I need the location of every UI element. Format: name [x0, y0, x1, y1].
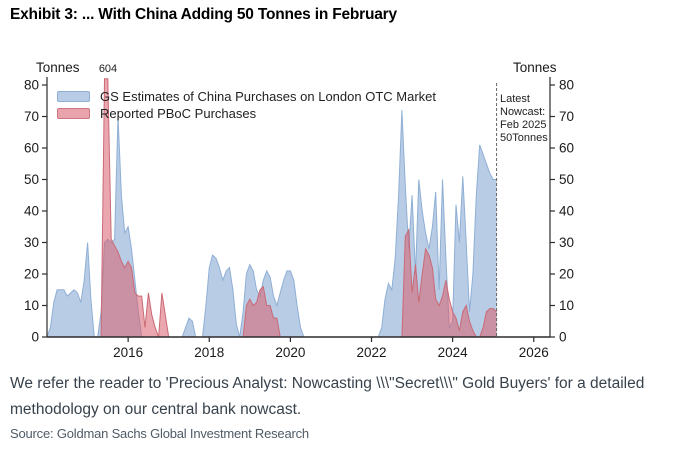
y-tick-label-right: 10: [559, 298, 574, 313]
x-tick-label: 2022: [356, 345, 386, 360]
legend-item-gs-otc: GS Estimates of China Purchases on Londo…: [57, 88, 436, 105]
y-tick-label-left: 60: [24, 141, 39, 156]
y-tick-label-left: 0: [31, 330, 39, 345]
x-tick-label: 2024: [438, 345, 469, 360]
nowcast-line-1: Latest: [500, 93, 530, 105]
y-tick-label-left: 80: [24, 78, 39, 93]
nowcast-annotation: Latest Nowcast: Feb 2025 50Tonnes: [500, 93, 548, 145]
nowcast-line-3: Feb 2025: [500, 119, 547, 131]
y-axis-label-right: Tonnes: [513, 60, 557, 75]
y-tick-label-left: 40: [24, 204, 39, 219]
spike-value-label: 604: [98, 63, 118, 75]
x-tick-label: 2018: [194, 345, 224, 360]
series-area-1: [47, 78, 497, 337]
y-tick-label-right: 0: [559, 330, 567, 345]
y-tick-label-right: 70: [559, 109, 574, 124]
x-tick-label: 2026: [519, 345, 549, 360]
legend-label-gs-otc: GS Estimates of China Purchases on Londo…: [100, 89, 436, 104]
x-tick-label: 2020: [275, 345, 305, 360]
y-tick-label-left: 10: [24, 298, 39, 313]
chart-title: Exhibit 3: ... With China Adding 50 Tonn…: [10, 6, 397, 23]
y-tick-label-right: 20: [559, 267, 574, 282]
legend-swatch-blue: [57, 91, 90, 102]
legend: GS Estimates of China Purchases on Londo…: [57, 88, 436, 122]
y-tick-label-right: 80: [559, 78, 574, 93]
legend-label-pboc: Reported PBoC Purchases: [100, 106, 257, 121]
y-tick-label-right: 40: [559, 204, 574, 219]
y-tick-label-right: 50: [559, 172, 574, 187]
y-tick-label-right: 30: [559, 235, 574, 250]
y-tick-label-left: 70: [24, 109, 39, 124]
footnote-text: We refer the reader to 'Precious Analyst…: [10, 375, 645, 418]
source-line: Source: Goldman Sachs Global Investment …: [10, 426, 309, 441]
series-edge-1: [47, 78, 497, 338]
y-axis-label-left: Tonnes: [36, 60, 80, 75]
y-tick-label-left: 20: [24, 267, 39, 282]
nowcast-line-2: Nowcast:: [500, 106, 546, 118]
y-tick-label-right: 60: [559, 141, 574, 156]
legend-item-pboc: Reported PBoC Purchases: [57, 105, 436, 122]
legend-swatch-red: [57, 108, 90, 119]
series-edge-0: [46, 110, 497, 338]
y-tick-label-left: 30: [24, 235, 39, 250]
x-tick-label: 2016: [113, 345, 143, 360]
nowcast-line-4: 50Tonnes: [500, 132, 548, 144]
y-tick-label-left: 50: [24, 172, 39, 187]
